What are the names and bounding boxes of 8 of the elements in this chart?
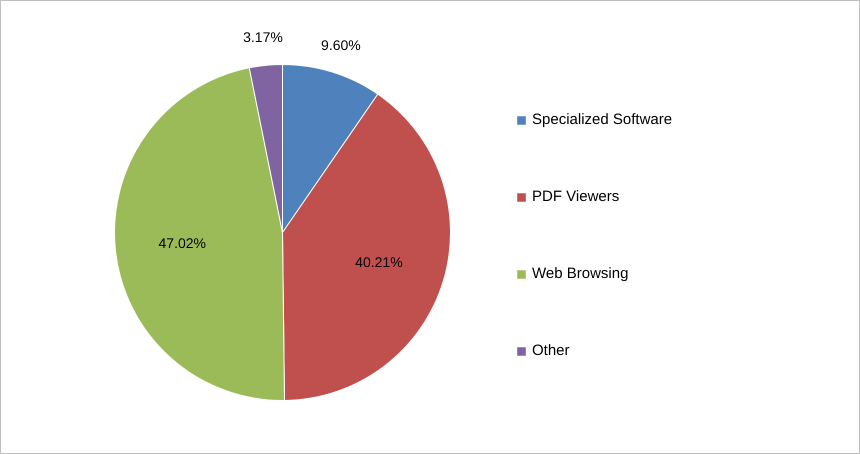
data-label: 40.21%	[355, 254, 403, 270]
data-label: 3.17%	[243, 28, 283, 45]
legend-label: Specialized Software	[532, 111, 672, 128]
legend-label: Web Browsing	[532, 265, 628, 282]
legend-label: PDF Viewers	[532, 188, 620, 205]
data-label: 9.60%	[321, 36, 361, 53]
legend-label: Other	[532, 342, 570, 359]
data-label: 47.02%	[158, 235, 206, 252]
